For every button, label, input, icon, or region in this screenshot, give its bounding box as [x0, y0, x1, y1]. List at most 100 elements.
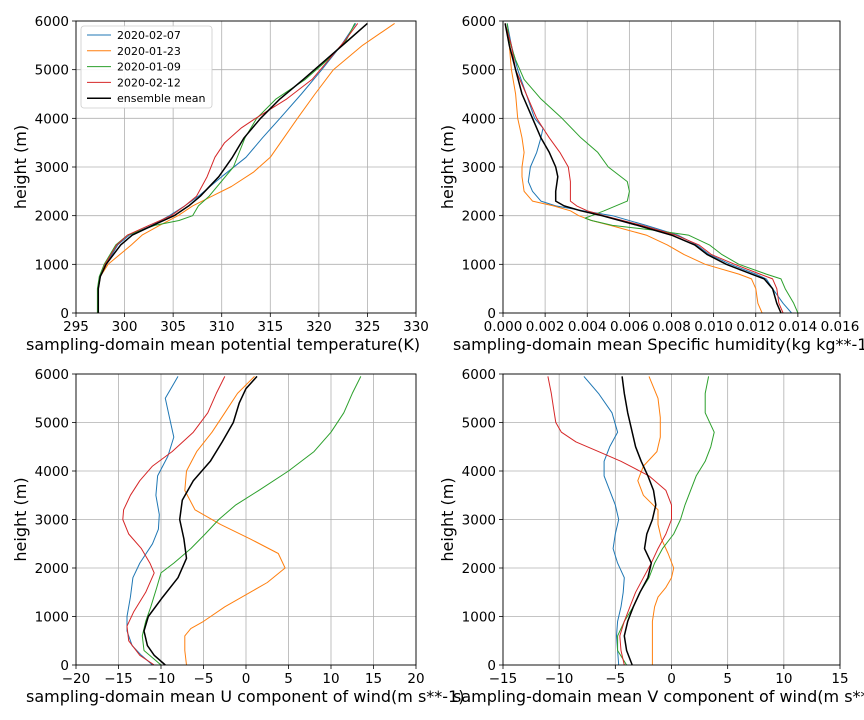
- x-tick-label: 5: [284, 671, 293, 687]
- y-tick-label: 1000: [462, 257, 496, 273]
- x-tick-label: −20: [62, 671, 91, 687]
- y-tick-label: 4000: [35, 464, 69, 480]
- series-line-2020-02-07: [506, 23, 792, 314]
- x-tick-label: 10: [322, 671, 339, 687]
- x-tick-label: 320: [306, 319, 332, 335]
- subplot-3: −20 −15 −10 −5 0 5 10 15 20 0 1000 2000 3000 4000 5000…: [11, 367, 465, 706]
- x-tick-label: 0: [242, 671, 251, 687]
- x-tick-label: 15: [831, 671, 848, 687]
- x-tick-label: −15: [104, 671, 133, 687]
- y-tick-label: 5000: [35, 63, 69, 79]
- y-axis-label: height (m): [438, 125, 457, 209]
- y-tick-label: 3000: [35, 513, 69, 529]
- series-line-2020-02-12: [97, 23, 359, 313]
- x-tick-label: −15: [489, 671, 518, 687]
- series-line-2020-02-12: [122, 376, 226, 666]
- series-line-2020-01-09: [617, 376, 715, 666]
- y-tick-label: 6000: [462, 14, 496, 30]
- series-line-2020-02-07: [126, 376, 179, 666]
- series-line-2020-01-09: [506, 23, 799, 314]
- series-line-ensemble-mean: [143, 375, 258, 666]
- y-tick-label: 0: [60, 306, 69, 322]
- x-axis-label: sampling-domain mean Specific humidity(k…: [453, 335, 864, 354]
- y-tick-label: 2000: [35, 561, 69, 577]
- y-tick-label: 0: [487, 306, 496, 322]
- x-tick-label: −5: [194, 671, 214, 687]
- y-tick-label: 5000: [462, 63, 496, 79]
- series-line-2020-01-23: [504, 23, 763, 314]
- y-tick-label: 1000: [35, 257, 69, 273]
- y-axis-label: height (m): [438, 477, 457, 561]
- x-tick-label: 0.014: [779, 319, 818, 335]
- legend-label: 2020-01-09: [117, 61, 181, 74]
- y-tick-label: 5000: [35, 416, 69, 432]
- x-tick-label: 0.002: [526, 319, 565, 335]
- y-tick-label: 2000: [462, 561, 496, 577]
- series-line-2020-01-09: [141, 376, 362, 666]
- x-tick-label: −5: [605, 671, 625, 687]
- y-tick-label: 3000: [462, 160, 496, 176]
- legend-label: ensemble mean: [117, 92, 205, 105]
- x-tick-label: 0.000: [484, 319, 523, 335]
- x-tick-label: 5: [723, 671, 732, 687]
- series-line-2020-02-12: [504, 23, 784, 314]
- x-tick-label: 15: [365, 671, 382, 687]
- y-axis-label: height (m): [11, 477, 30, 561]
- x-tick-label: −10: [545, 671, 574, 687]
- legend: 2020-02-07 2020-01-23 2020-01-09 2020-02-12…: [80, 25, 213, 109]
- series-line-2020-02-12: [547, 376, 672, 666]
- y-tick-label: 0: [487, 658, 496, 674]
- x-tick-label: −10: [147, 671, 176, 687]
- x-tick-label: 0.016: [821, 319, 860, 335]
- x-tick-label: 305: [160, 319, 186, 335]
- legend-label: 2020-02-07: [117, 29, 181, 42]
- series-line-ensemble-mean: [621, 376, 657, 666]
- y-tick-label: 4000: [35, 111, 69, 127]
- x-tick-label: 0.006: [610, 319, 649, 335]
- x-tick-label: 315: [257, 319, 283, 335]
- x-tick-label: 0.010: [694, 319, 733, 335]
- y-tick-label: 4000: [462, 111, 496, 127]
- x-tick-label: 0.004: [568, 319, 607, 335]
- subplot-2: 0.000 0.002 0.004 0.006 0.008 0.010 0.012 0.014…: [438, 14, 864, 354]
- y-tick-label: 1000: [462, 610, 496, 626]
- y-tick-label: 6000: [462, 367, 496, 383]
- series-line-2020-01-23: [97, 22, 395, 313]
- x-tick-label: 0.012: [736, 319, 775, 335]
- series-line-ensemble-mean: [504, 23, 782, 314]
- y-axis-label: height (m): [11, 125, 30, 209]
- series-line-2020-01-23: [637, 376, 675, 665]
- series-line-2020-01-09: [96, 23, 356, 313]
- y-tick-label: 5000: [462, 416, 496, 432]
- y-tick-label: 6000: [35, 14, 69, 30]
- legend-label: 2020-01-23: [117, 45, 181, 58]
- x-axis-label: sampling-domain mean U component of wind…: [26, 687, 465, 706]
- x-tick-label: 0: [667, 671, 676, 687]
- series-line-2020-01-23: [184, 376, 286, 666]
- series-line-ensemble-mean: [97, 22, 368, 313]
- subplot-1: 295 300 305 310 315 320 325 330 0 1000 2000 3000 400…: [11, 14, 429, 354]
- y-tick-label: 4000: [462, 464, 496, 480]
- x-tick-label: 20: [407, 671, 424, 687]
- y-tick-label: 3000: [462, 513, 496, 529]
- y-tick-label: 1000: [35, 610, 69, 626]
- x-tick-label: 310: [209, 319, 235, 335]
- x-axis-label: sampling-domain mean potential temperatu…: [26, 335, 420, 354]
- y-tick-label: 0: [60, 658, 69, 674]
- x-tick-label: 330: [403, 319, 429, 335]
- x-tick-label: 10: [775, 671, 792, 687]
- x-tick-label: 300: [112, 319, 138, 335]
- series-line-2020-02-07: [583, 376, 625, 666]
- x-tick-label: 0.008: [652, 319, 691, 335]
- y-tick-label: 2000: [462, 209, 496, 225]
- y-tick-label: 3000: [35, 160, 69, 176]
- legend-frame: [80, 25, 213, 109]
- y-tick-label: 6000: [35, 367, 69, 383]
- legend-label: 2020-02-12: [117, 76, 181, 89]
- x-tick-label: 295: [63, 319, 89, 335]
- x-axis-label: sampling-domain mean V component of wind…: [453, 687, 864, 706]
- subplot-4: −15 −10 −5 0 5 10 15 0 1000 2000 3000 4000 5000 6000 s…: [438, 367, 864, 706]
- y-tick-label: 2000: [35, 209, 69, 225]
- x-tick-label: 325: [355, 319, 381, 335]
